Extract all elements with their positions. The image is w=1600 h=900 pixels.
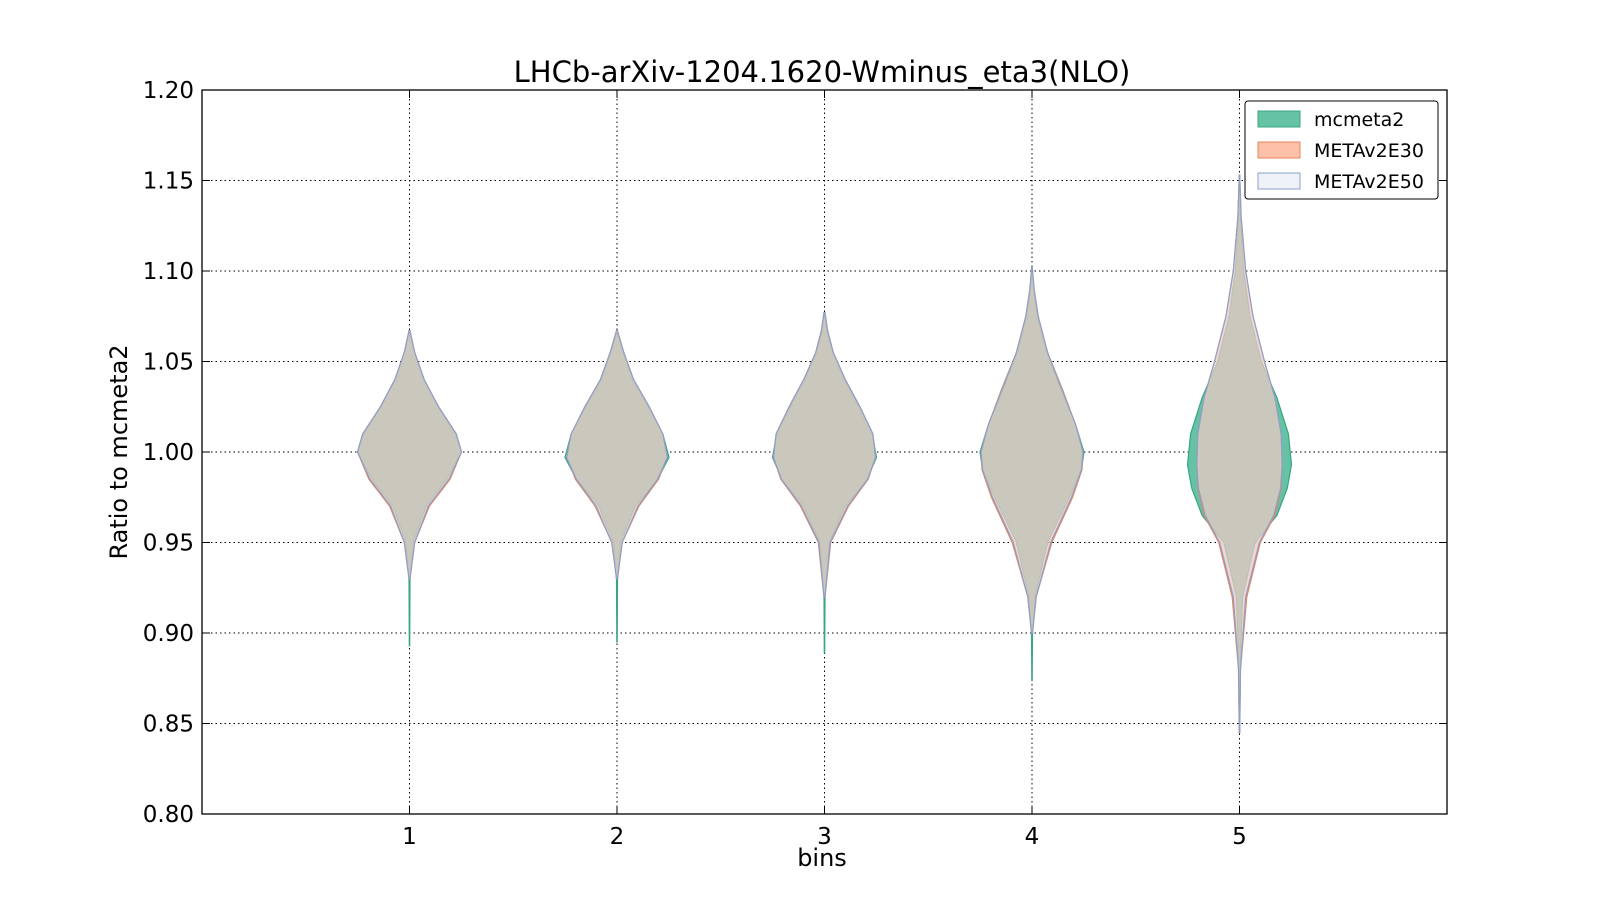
y-tick-label: 0.90 <box>143 621 194 647</box>
y-tick-label: 1.00 <box>143 440 194 466</box>
violin-METAv2E50-bin-1 <box>356 330 463 580</box>
y-tick-label: 0.85 <box>143 712 194 738</box>
legend-swatch-METAv2E50 <box>1257 172 1301 190</box>
x-tick-label: 3 <box>817 824 832 850</box>
y-tick-label: 1.20 <box>143 78 194 104</box>
x-tick-label: 5 <box>1232 824 1247 850</box>
x-tick-label: 2 <box>610 824 625 850</box>
y-tick-label: 1.10 <box>143 259 194 285</box>
x-tick-label: 1 <box>402 824 417 850</box>
legend-swatch-mcmeta2 <box>1257 110 1301 128</box>
series-METAv2E50 <box>356 174 1283 734</box>
y-tick-label: 1.05 <box>143 350 194 376</box>
violin-METAv2E50-bin-2 <box>565 330 669 580</box>
violin-layer <box>356 174 1293 734</box>
legend-label-mcmeta2: mcmeta2 <box>1314 109 1404 131</box>
chart-title: LHCb-arXiv-1204.1620-Wminus_eta3(NLO) <box>514 55 1131 89</box>
y-axis-label: Ratio to mcmeta2 <box>105 344 133 559</box>
y-tick-label: 1.15 <box>143 169 194 195</box>
legend-swatch-METAv2E30 <box>1257 141 1301 159</box>
x-axis-label: bins <box>797 844 847 872</box>
y-tick-label: 0.80 <box>143 802 194 828</box>
legend-label-METAv2E50: METAv2E50 <box>1314 171 1424 193</box>
violin-METAv2E50-bin-5 <box>1196 174 1283 734</box>
legend: mcmeta2 METAv2E30 METAv2E50 <box>1244 100 1439 200</box>
x-tick-label: 4 <box>1025 824 1040 850</box>
legend-label-METAv2E30: METAv2E30 <box>1314 140 1424 162</box>
violin-METAv2E50-bin-4 <box>980 266 1084 634</box>
y-tick-label: 0.95 <box>143 531 194 557</box>
violin-METAv2E50-bin-3 <box>772 312 877 598</box>
tick-layer: 0.80 0.85 0.90 0.95 1.00 1.05 1.10 1.15 1.20 1 2 3 4… <box>143 78 1447 850</box>
